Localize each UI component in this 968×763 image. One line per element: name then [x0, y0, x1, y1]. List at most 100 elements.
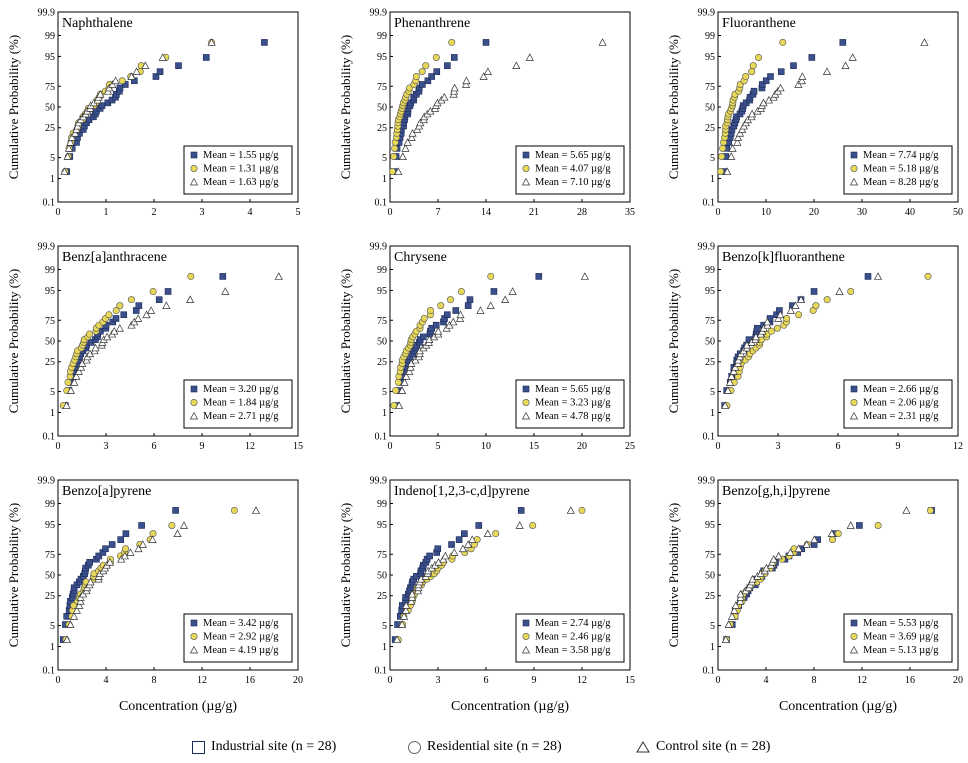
- residential-point: [392, 387, 400, 395]
- x-tick-label: 15: [293, 441, 303, 452]
- x-axis-label: Concentration (µg/g): [119, 699, 237, 714]
- control-point: [462, 76, 471, 85]
- industrial-point: [428, 73, 435, 80]
- industrial-point: [777, 68, 785, 75]
- control-triangle-icon: [636, 741, 650, 753]
- mean-residential-icon: [522, 398, 530, 406]
- mean-value: Mean = 2.74 µg/g: [535, 618, 611, 629]
- industrial-point: [433, 68, 441, 75]
- control-point: [132, 67, 141, 75]
- y-tick-label: 75: [377, 550, 387, 561]
- control-point: [525, 53, 534, 61]
- x-tick-label: 10: [761, 207, 771, 218]
- residential-point: [717, 168, 725, 176]
- y-tick-label: 0.1: [375, 198, 388, 209]
- control-point: [733, 133, 743, 141]
- control-point: [483, 529, 492, 537]
- y-tick-label: 25: [377, 591, 387, 602]
- residential-point: [118, 77, 126, 85]
- y-tick-label: 50: [705, 571, 715, 582]
- panel-title: Benzo[a]pyrene: [62, 484, 151, 499]
- x-tick-label: 9: [896, 441, 901, 452]
- control-point: [450, 548, 459, 556]
- control-point: [76, 597, 85, 605]
- industrial-point: [475, 522, 483, 529]
- x-tick-label: 0: [716, 207, 721, 218]
- mean-industrial-icon: [522, 151, 530, 159]
- control-point: [846, 521, 855, 529]
- y-tick-label: 0.1: [375, 666, 388, 677]
- y-tick-label: 1: [50, 642, 55, 653]
- control-point: [721, 401, 730, 409]
- industrial-point: [753, 324, 761, 332]
- y-tick-label: 50: [377, 103, 387, 114]
- x-tick-label: 28: [577, 207, 587, 218]
- industrial-point: [856, 522, 863, 529]
- control-point: [274, 272, 283, 280]
- control-point: [111, 76, 120, 85]
- industrial-point: [517, 507, 525, 514]
- control-point: [721, 635, 730, 643]
- mean-residential-icon: [522, 632, 530, 640]
- control-point: [60, 167, 69, 175]
- mean-value: Mean = 3.23 µg/g: [535, 398, 611, 409]
- residential-circle-icon: [408, 740, 421, 754]
- residential-point: [394, 378, 402, 386]
- industrial-point: [432, 321, 440, 329]
- industrial-point: [490, 288, 498, 295]
- residential-point: [412, 73, 420, 81]
- y-tick-label: 0.1: [43, 198, 56, 209]
- industrial-point: [155, 296, 163, 303]
- residential-point: [749, 62, 757, 70]
- y-tick-label: 0.1: [375, 432, 388, 443]
- y-tick-label: 95: [377, 520, 387, 531]
- control-point: [763, 317, 772, 326]
- control-point: [598, 38, 607, 46]
- control-point: [397, 620, 407, 628]
- mean-value: Mean = 3.42 µg/g: [203, 618, 279, 629]
- panel-title: Benz[a]anthracene: [62, 250, 167, 265]
- residential-point: [834, 530, 842, 538]
- industrial-point: [864, 273, 872, 280]
- industrial-point: [419, 333, 427, 341]
- control-point: [841, 61, 850, 69]
- mean-value: Mean = 3.58 µg/g: [535, 645, 611, 656]
- control-point: [105, 558, 114, 566]
- mean-box: [843, 379, 953, 429]
- control-point: [207, 38, 216, 46]
- y-tick-label: 25: [45, 357, 55, 368]
- industrial-point: [122, 530, 130, 537]
- control-point: [802, 540, 811, 548]
- x-tick-label: 9: [532, 675, 537, 686]
- control-point: [441, 551, 450, 560]
- mean-control-icon: [521, 411, 531, 420]
- control-point: [727, 372, 736, 380]
- x-tick-label: 20: [953, 675, 963, 686]
- control-point: [463, 540, 473, 548]
- control-point: [408, 129, 417, 137]
- x-tick-label: 0: [56, 675, 61, 686]
- x-axis-label: Concentration (µg/g): [779, 699, 897, 714]
- control-point: [794, 544, 803, 553]
- control-point: [483, 67, 492, 75]
- control-point: [96, 90, 105, 98]
- x-tick-label: 20: [577, 441, 587, 452]
- residential-point: [127, 296, 135, 304]
- legend-industrial: Industrial site (n = 28): [192, 736, 336, 758]
- y-tick-label: 99.9: [370, 242, 388, 253]
- control-point: [86, 577, 95, 586]
- x-tick-label: 16: [245, 675, 255, 686]
- mean-box: [843, 613, 953, 663]
- control-point: [63, 152, 72, 160]
- industrial-point: [450, 54, 458, 61]
- control-point: [406, 363, 415, 371]
- control-point: [727, 612, 737, 620]
- control-point: [186, 295, 195, 303]
- control-point: [74, 367, 83, 375]
- y-tick-label: 5: [50, 387, 55, 398]
- control-point: [798, 72, 807, 80]
- x-tick-label: 40: [905, 207, 915, 218]
- y-tick-label: 99.9: [370, 476, 388, 487]
- y-tick-label: 50: [705, 103, 715, 114]
- y-tick-label: 95: [705, 520, 715, 531]
